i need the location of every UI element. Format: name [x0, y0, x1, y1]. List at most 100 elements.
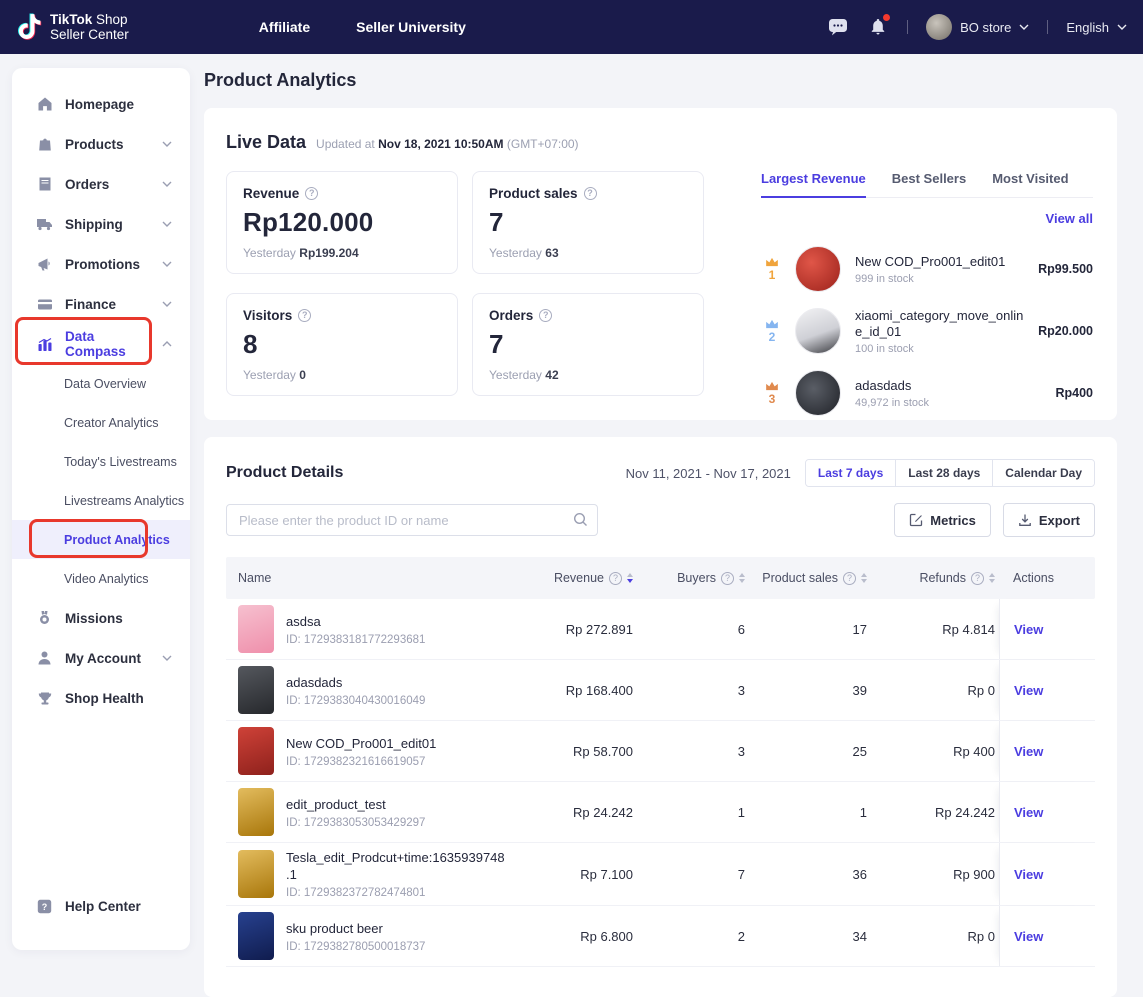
view-link[interactable]: View — [1014, 867, 1043, 882]
column-refunds[interactable]: Refunds — [871, 571, 999, 585]
refunds-cell: Rp 400 — [871, 744, 999, 759]
sidebar-item-missions[interactable]: Missions — [12, 598, 190, 638]
sort-icon — [861, 573, 867, 583]
export-button[interactable]: Export — [1003, 503, 1095, 537]
buyers-cell: 3 — [637, 744, 749, 759]
ranking-item[interactable]: 2 xiaomi_category_move_online_id_01 100 … — [761, 300, 1093, 362]
column-revenue[interactable]: Revenue — [519, 571, 637, 585]
help-icon[interactable] — [298, 309, 311, 322]
chevron-down-icon — [162, 221, 172, 227]
product-image — [238, 666, 274, 714]
person-icon — [36, 650, 53, 667]
rank-3-crown-icon: 3 — [761, 381, 783, 406]
tiktok-shop-logo[interactable]: TikTok Shop Seller Center — [18, 12, 129, 42]
store-menu[interactable]: BO store — [926, 14, 1029, 40]
ranking-panel: Largest Revenue Best Sellers Most Visite… — [761, 171, 1093, 424]
sidebar-subitem-data-overview[interactable]: Data Overview — [12, 364, 190, 403]
rank-2-crown-icon: 2 — [761, 319, 783, 344]
refunds-cell: Rp 900 — [871, 867, 999, 882]
sidebar-subitem-video-analytics[interactable]: Video Analytics — [12, 559, 190, 598]
refunds-cell: Rp 0 — [871, 929, 999, 944]
tab-best-sellers[interactable]: Best Sellers — [892, 171, 966, 197]
help-icon[interactable] — [609, 572, 622, 585]
view-link[interactable]: View — [1014, 744, 1043, 759]
product-image — [795, 246, 841, 292]
search-icon[interactable] — [573, 512, 588, 532]
store-name: BO store — [960, 20, 1011, 35]
sidebar-item-shop-health[interactable]: Shop Health — [12, 678, 190, 718]
sidebar-item-orders[interactable]: Orders — [12, 164, 190, 204]
nav-link-seller-university[interactable]: Seller University — [356, 19, 466, 35]
view-link[interactable]: View — [1014, 805, 1043, 820]
sidebar-item-shipping[interactable]: Shipping — [12, 204, 190, 244]
revenue-cell: Rp 58.700 — [519, 744, 637, 759]
notifications-bell-icon[interactable] — [867, 16, 889, 38]
product-sales-cell: 39 — [749, 683, 871, 698]
sidebar: Homepage Products Orders Shipping Promot… — [12, 68, 190, 950]
home-icon — [36, 96, 53, 113]
table-row: asdsaID: 1729383181772293681 Rp 272.891 … — [226, 599, 1095, 660]
date-range-segmented-control: Last 7 days Last 28 days Calendar Day — [805, 459, 1095, 487]
help-icon[interactable] — [971, 572, 984, 585]
revenue-cell: Rp 6.800 — [519, 929, 637, 944]
chevron-down-icon — [162, 655, 172, 661]
ranking-item[interactable]: 1 New COD_Pro001_edit01 999 in stock Rp9… — [761, 238, 1093, 300]
product-image — [238, 788, 274, 836]
sidebar-subitem-todays-livestreams[interactable]: Today's Livestreams — [12, 442, 190, 481]
help-icon[interactable] — [843, 572, 856, 585]
buyers-cell: 1 — [637, 805, 749, 820]
refunds-cell: Rp 0 — [871, 683, 999, 698]
ranking-item[interactable]: 3 adasdads 49,972 in stock Rp400 — [761, 362, 1093, 424]
sidebar-subitem-creator-analytics[interactable]: Creator Analytics — [12, 403, 190, 442]
truck-icon — [36, 216, 53, 233]
sidebar-item-products[interactable]: Products — [12, 124, 190, 164]
download-icon — [1018, 513, 1032, 527]
medal-icon — [36, 610, 53, 627]
last-28-days-button[interactable]: Last 28 days — [895, 460, 992, 486]
view-link[interactable]: View — [1014, 929, 1043, 944]
product-image — [795, 308, 841, 354]
orders-value: 7 — [489, 329, 687, 360]
messages-icon[interactable] — [827, 16, 849, 38]
stat-card-revenue: Revenue Rp120.000 Yesterday Rp199.204 — [226, 171, 458, 274]
help-icon[interactable] — [584, 187, 597, 200]
nav-link-affiliate[interactable]: Affiliate — [259, 19, 310, 35]
product-sales-value: 7 — [489, 207, 687, 238]
page-title: Product Analytics — [204, 70, 356, 91]
help-icon[interactable] — [539, 309, 552, 322]
column-buyers[interactable]: Buyers — [637, 571, 749, 585]
view-all-link[interactable]: View all — [1046, 211, 1093, 226]
product-search-input[interactable] — [226, 504, 598, 536]
refunds-cell: Rp 4.814 — [871, 622, 999, 637]
product-image — [238, 850, 274, 898]
sidebar-subitem-livestreams-analytics[interactable]: Livestreams Analytics — [12, 481, 190, 520]
table-row: edit_product_testID: 1729383053053429297… — [226, 782, 1095, 843]
help-icon[interactable] — [721, 572, 734, 585]
sidebar-item-finance[interactable]: Finance — [12, 284, 190, 324]
sidebar-item-my-account[interactable]: My Account — [12, 638, 190, 678]
metrics-button[interactable]: Metrics — [894, 503, 991, 537]
chevron-up-icon — [162, 341, 172, 347]
sidebar-item-data-compass[interactable]: Data Compass — [12, 324, 190, 364]
calendar-day-button[interactable]: Calendar Day — [992, 460, 1094, 486]
chevron-down-icon — [162, 301, 172, 307]
sidebar-item-help-center[interactable]: ? Help Center — [12, 886, 190, 926]
column-actions: Actions — [999, 571, 1095, 585]
view-link[interactable]: View — [1014, 622, 1043, 637]
store-avatar — [926, 14, 952, 40]
divider — [1047, 20, 1048, 34]
column-product-sales[interactable]: Product sales — [749, 571, 871, 585]
megaphone-icon — [36, 256, 53, 273]
language-menu[interactable]: English — [1066, 20, 1127, 35]
visitors-value: 8 — [243, 329, 441, 360]
language-label: English — [1066, 20, 1109, 35]
sidebar-subitem-product-analytics[interactable]: Product Analytics — [12, 520, 190, 559]
view-link[interactable]: View — [1014, 683, 1043, 698]
tab-most-visited[interactable]: Most Visited — [992, 171, 1068, 197]
help-icon[interactable] — [305, 187, 318, 200]
sidebar-item-promotions[interactable]: Promotions — [12, 244, 190, 284]
sidebar-item-homepage[interactable]: Homepage — [12, 84, 190, 124]
stat-card-visitors: Visitors 8 Yesterday 0 — [226, 293, 458, 396]
tab-largest-revenue[interactable]: Largest Revenue — [761, 171, 866, 198]
last-7-days-button[interactable]: Last 7 days — [806, 460, 895, 486]
